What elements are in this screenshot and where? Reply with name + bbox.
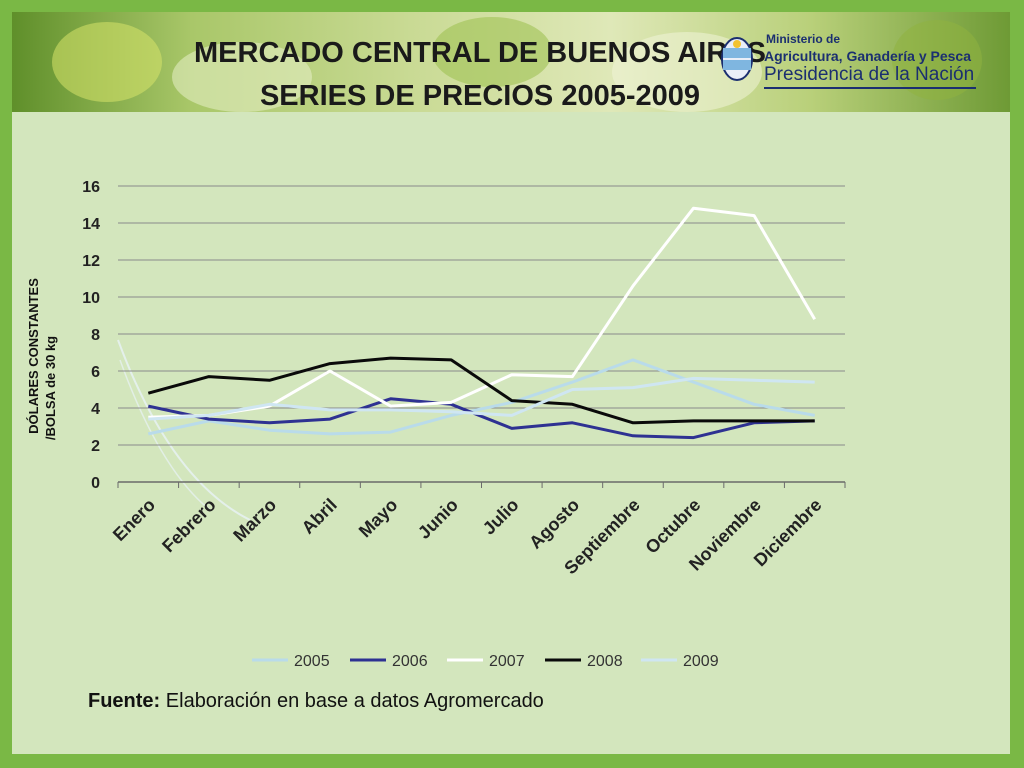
x-tick-label: Octubre <box>641 495 704 558</box>
source-text: Elaboración en base a datos Agromercado <box>165 690 544 712</box>
y-axis-label-line-1: DÓLARES CONSTANTES <box>26 278 41 434</box>
y-tick-label: 16 <box>82 179 100 196</box>
source-label: Fuente: <box>88 690 161 712</box>
decorative-arc <box>119 359 211 511</box>
y-tick-label: 6 <box>91 364 100 381</box>
legend-label-2009: 2009 <box>683 653 719 670</box>
series-line-2005 <box>147 358 815 436</box>
y-tick-label: 2 <box>91 438 100 455</box>
legend-label-2007: 2007 <box>489 653 525 670</box>
y-axis-ticks: 0 2 4 6 8 10 12 14 16 <box>82 179 100 492</box>
y-axis-label-line-2: /BOLSA de 30 kg <box>43 336 58 440</box>
source-note: Fuente: Elaboración en base a datos Agro… <box>88 690 544 713</box>
legend-label-2008: 2008 <box>587 653 623 670</box>
series-line-2008 <box>147 356 815 425</box>
series-line-2009 <box>148 376 815 421</box>
x-tick-label: Agosto <box>525 495 583 553</box>
x-tick-label: Abril <box>298 495 341 538</box>
y-tick-label: 8 <box>91 327 100 344</box>
legend-label-2006: 2006 <box>392 653 428 670</box>
title-line-1: MERCADO CENTRAL DE BUENOS AIRES <box>194 37 766 69</box>
series-line-2006 <box>147 397 815 440</box>
x-tick-label: Febrero <box>158 495 220 557</box>
logo-divider <box>764 87 976 89</box>
content-panel <box>12 112 1010 754</box>
x-tick-label: Junio <box>414 495 462 543</box>
x-tick-label: Marzo <box>229 495 280 546</box>
logo-line-3: Presidencia de la Nación <box>764 64 975 85</box>
x-tick-label: Julio <box>479 495 523 539</box>
chart-legend: 2005 2006 2007 2008 2009 <box>252 653 719 670</box>
legend-label-2005: 2005 <box>294 653 330 670</box>
header-banner <box>12 12 1010 112</box>
y-tick-label: 14 <box>82 216 100 233</box>
argentina-emblem-icon <box>721 37 753 81</box>
x-tick-label: Enero <box>109 495 159 545</box>
decorative-arc <box>117 339 251 521</box>
x-axis-ticks: Enero Febrero Marzo Abril Mayo Junio Julio Agos… <box>109 495 826 578</box>
series-line-2007 <box>148 206 816 419</box>
title-line-2: SERIES DE PRECIOS 2005-2009 <box>259 80 701 112</box>
x-tick-label: Mayo <box>355 495 402 542</box>
y-tick-label: 10 <box>82 290 100 307</box>
ministry-logo: Ministerio de Agricultura, Ganadería y P… <box>720 28 980 92</box>
logo-line-2: Agricultura, Ganadería y Pesca <box>764 48 971 64</box>
series-lines <box>147 206 816 440</box>
y-tick-label: 12 <box>82 253 100 270</box>
gridlines <box>117 185 846 488</box>
y-tick-label: 0 <box>91 475 100 492</box>
page-title: MERCADO CENTRAL DE BUENOS AIRES SERIES D… <box>190 38 770 112</box>
y-tick-label: 4 <box>91 401 100 418</box>
logo-line-1: Ministerio de <box>766 32 841 46</box>
